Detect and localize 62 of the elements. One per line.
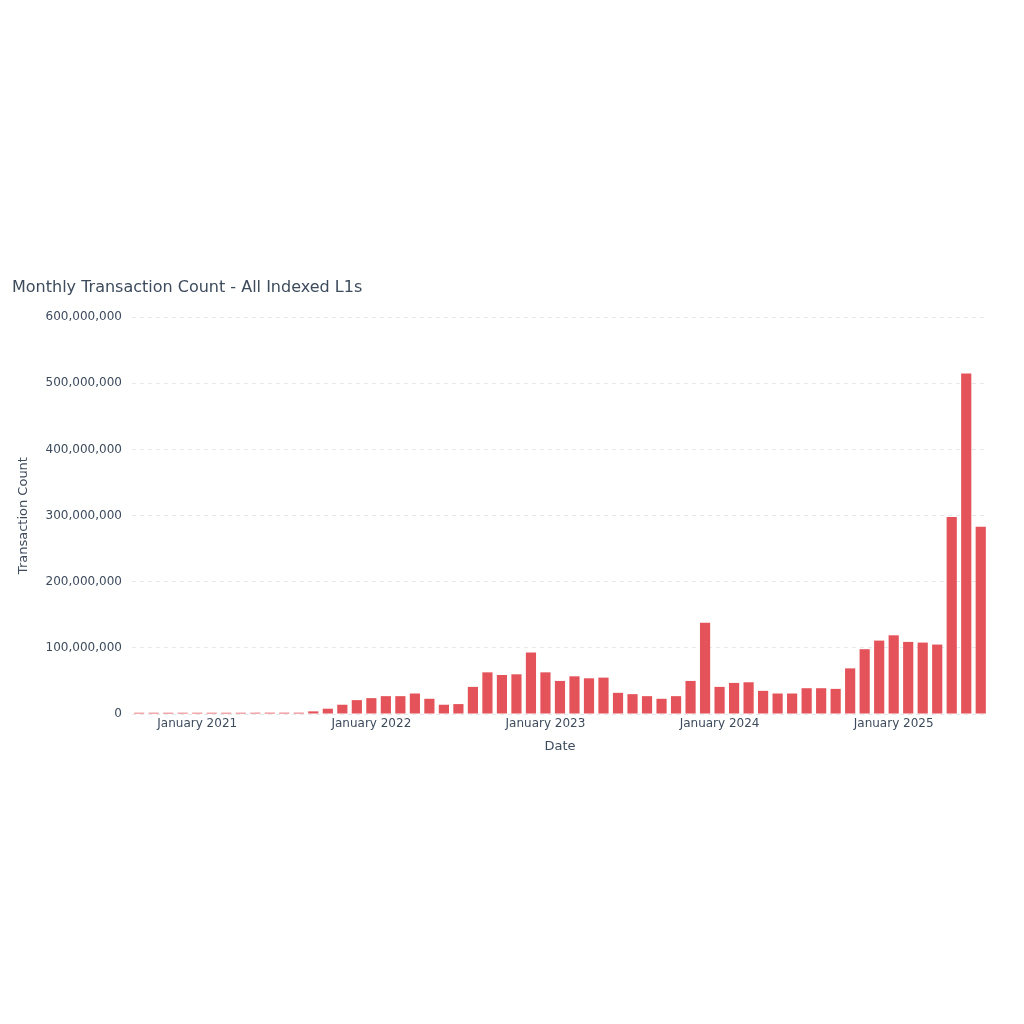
y-tick-label: 0 xyxy=(114,706,122,721)
bar xyxy=(554,680,566,714)
x-tick-label: January 2025 xyxy=(852,716,934,731)
bar xyxy=(714,686,725,714)
bar xyxy=(874,640,885,714)
bar xyxy=(627,694,638,714)
y-tick-label: 100,000,000 xyxy=(45,639,122,654)
bar xyxy=(670,696,682,714)
bar xyxy=(496,674,508,714)
y-tick-label: 600,000,000 xyxy=(45,309,122,324)
bar xyxy=(932,644,943,714)
bar xyxy=(467,686,479,714)
y-axis-title: Transaction Count xyxy=(15,457,31,576)
bar xyxy=(816,688,827,714)
bar xyxy=(946,516,957,714)
y-tick-label: 400,000,000 xyxy=(45,441,122,456)
bar xyxy=(830,688,841,714)
bar xyxy=(656,698,667,714)
bar xyxy=(903,641,914,714)
bar xyxy=(612,692,624,714)
bar xyxy=(569,676,580,714)
bar xyxy=(961,373,972,714)
bar xyxy=(801,688,812,714)
bar xyxy=(685,680,696,714)
bar xyxy=(975,526,986,714)
bar xyxy=(366,698,377,714)
bar xyxy=(453,704,464,714)
bar xyxy=(598,677,609,714)
chart-title: Monthly Transaction Count - All Indexed L1s xyxy=(12,276,363,296)
bar xyxy=(758,690,769,714)
bar xyxy=(917,642,928,714)
bar xyxy=(511,674,522,714)
bar xyxy=(322,708,333,714)
x-tick-label: January 2021 xyxy=(156,716,238,731)
x-tick-label: January 2024 xyxy=(678,716,760,731)
bar xyxy=(380,696,391,714)
x-tick-label: January 2023 xyxy=(504,716,586,731)
bar xyxy=(308,711,319,714)
bar xyxy=(699,622,711,714)
bar xyxy=(743,682,754,714)
y-tick-label: 300,000,000 xyxy=(45,507,122,522)
bar xyxy=(641,696,653,714)
bar xyxy=(772,693,783,714)
bar xyxy=(337,704,348,714)
bar xyxy=(482,672,493,714)
bar xyxy=(424,698,435,714)
bar xyxy=(728,682,740,714)
bar xyxy=(583,678,595,714)
bar xyxy=(395,696,406,714)
bar xyxy=(438,704,449,714)
x-axis-title: Date xyxy=(544,737,576,753)
bar xyxy=(525,652,537,714)
bar xyxy=(787,693,798,714)
bar xyxy=(859,649,870,714)
bar xyxy=(888,635,899,714)
x-tick-label: January 2022 xyxy=(330,716,412,731)
bar xyxy=(845,668,856,714)
y-tick-label: 500,000,000 xyxy=(45,375,122,390)
y-tick-label: 200,000,000 xyxy=(45,573,122,588)
bar xyxy=(409,693,420,714)
bar xyxy=(540,672,551,714)
bar xyxy=(351,700,362,714)
